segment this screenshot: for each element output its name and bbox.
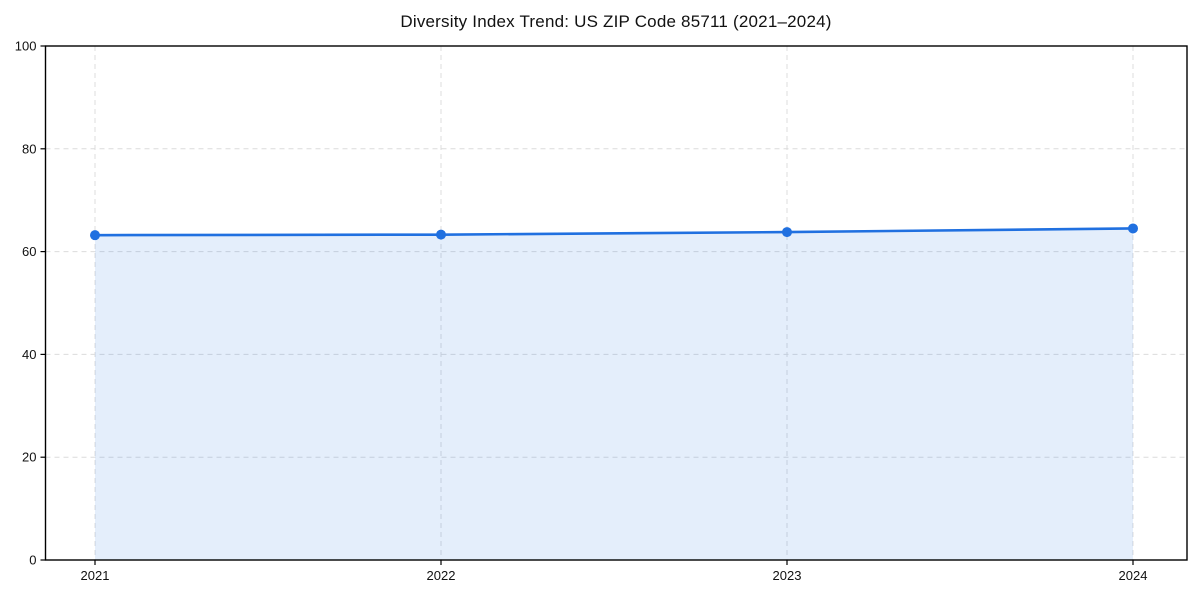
y-tick-label: 60 [22, 244, 36, 259]
data-point-2022 [436, 229, 446, 240]
data-point-2023 [782, 227, 792, 238]
y-tick-label: 20 [22, 450, 36, 465]
chart-title: Diversity Index Trend: US ZIP Code 85711… [400, 12, 832, 31]
y-tick-label: 0 [29, 553, 36, 568]
x-tick-label: 2021 [81, 568, 110, 583]
y-tick-label: 80 [22, 141, 36, 156]
area-fill [95, 228, 1133, 560]
x-tick-label: 2023 [773, 568, 802, 583]
y-tick-label: 100 [15, 39, 37, 54]
trend-line [93, 227, 1135, 237]
data-point-2024 [1128, 223, 1138, 234]
y-tick-label: 40 [22, 347, 36, 362]
data-point-2021 [90, 230, 100, 241]
plot-border [44, 45, 1188, 561]
x-tick-label: 2024 [1119, 568, 1148, 583]
x-tick-label: 2022 [427, 568, 456, 583]
